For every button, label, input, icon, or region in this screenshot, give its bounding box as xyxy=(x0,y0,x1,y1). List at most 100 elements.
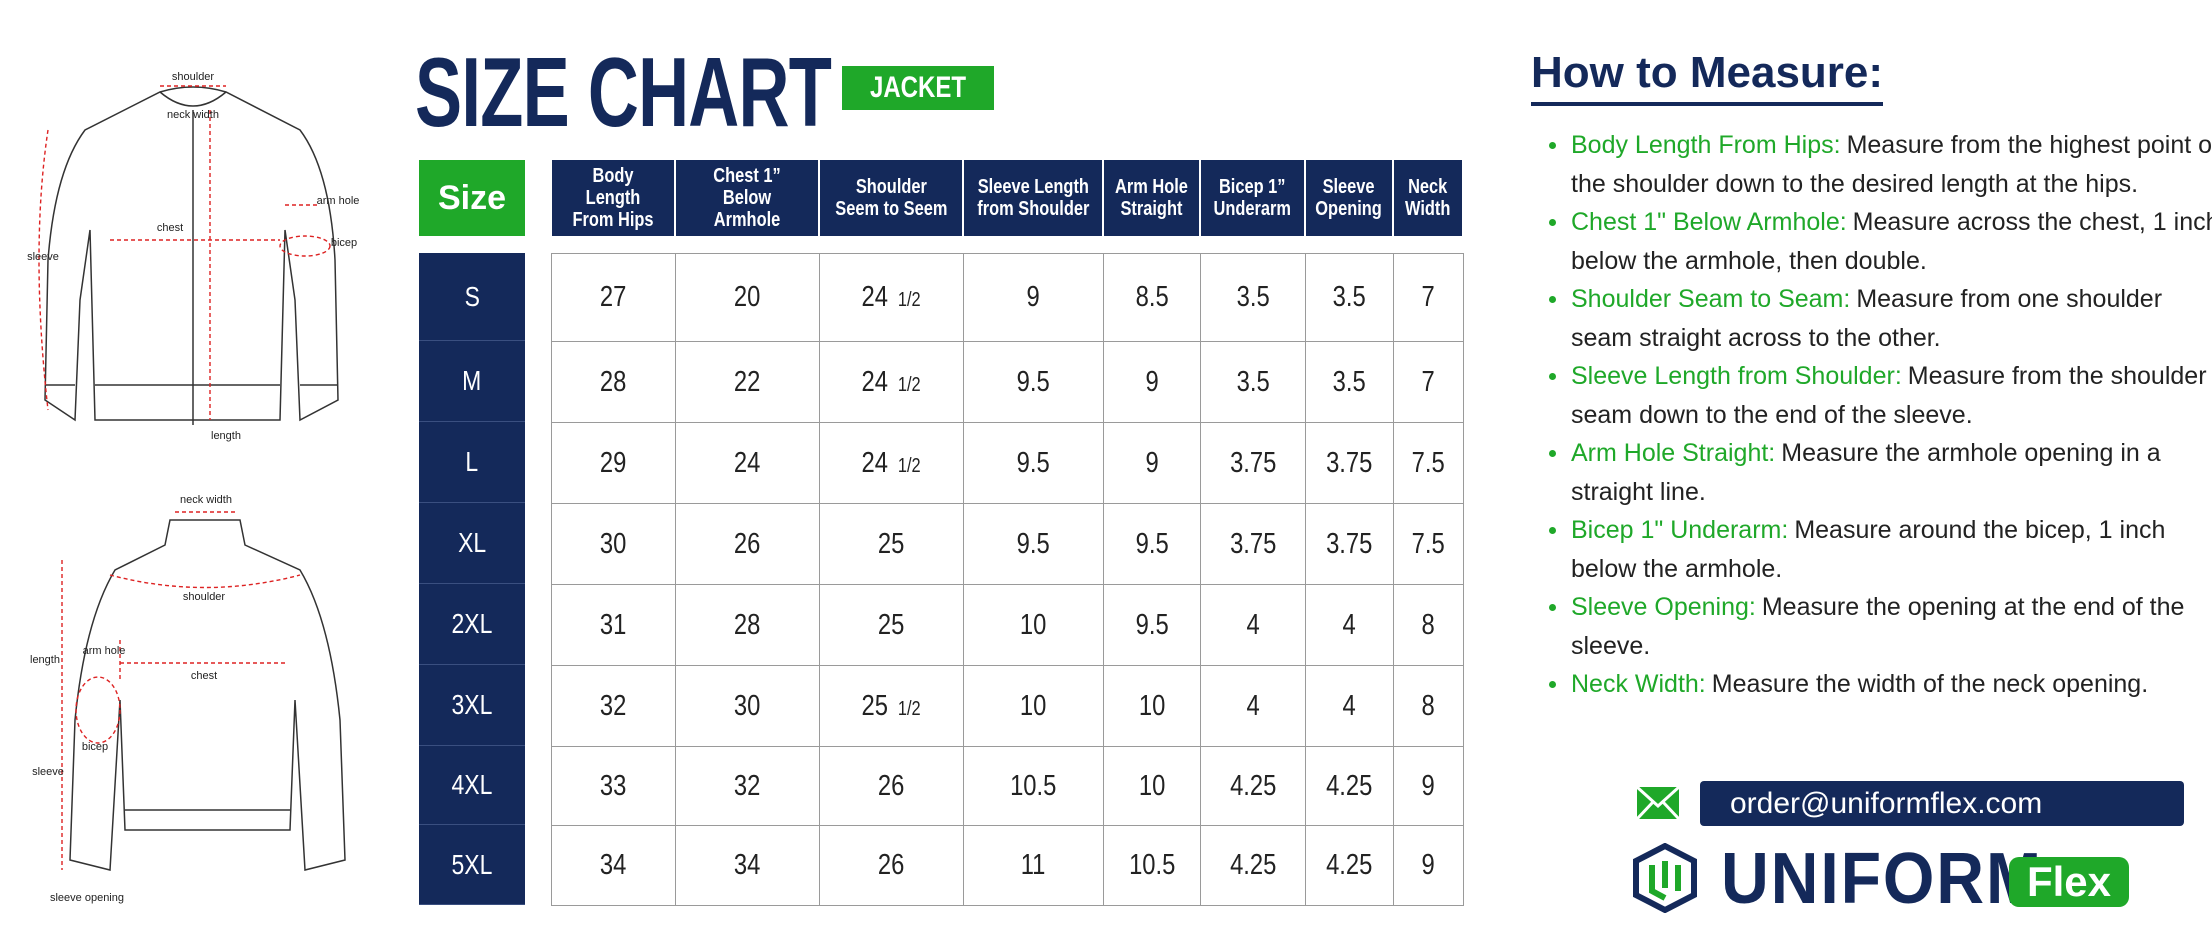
cell-text: 25 1/2 xyxy=(861,689,922,722)
diagram-label: sleeve xyxy=(27,251,59,263)
table-cell: 4.25 xyxy=(1305,746,1394,826)
cell-text: M xyxy=(462,365,482,396)
cell-text: 22 xyxy=(734,365,761,398)
table-cell: 3.5 xyxy=(1200,341,1306,423)
table-cell: 24 1/2 xyxy=(819,253,964,342)
table-cell: 9.5 xyxy=(963,341,1104,423)
how-item: Body Length From Hips: Measure from the h… xyxy=(1549,126,2212,203)
column-header: Sleeve Length from Shoulder xyxy=(964,160,1102,236)
size-header: Size xyxy=(419,160,525,236)
table-cell: 34 xyxy=(675,825,820,906)
cell-text: 11 xyxy=(1021,849,1046,881)
table-cell: 9 xyxy=(1103,422,1201,504)
column-header: Sleeve Opening xyxy=(1306,160,1392,236)
cell-text: 28 xyxy=(600,365,627,398)
table-cell: 4.25 xyxy=(1305,825,1394,906)
cell-text: 20 xyxy=(734,281,761,313)
diagram-label: neck width xyxy=(167,109,219,121)
cell-text: 7 xyxy=(1421,281,1436,313)
diagram-label: neck width xyxy=(180,494,232,506)
table-cell: 31 xyxy=(551,584,676,666)
cell-text: 3.75 xyxy=(1326,527,1373,560)
mail-icon xyxy=(1636,786,1680,820)
how-item: Arm Hole Straight: Measure the armhole op… xyxy=(1549,434,2212,511)
cell-text: 24 xyxy=(734,446,761,479)
size-cell: 4XL xyxy=(419,746,525,825)
diagram-label: chest xyxy=(191,670,217,682)
diagram-label: chest xyxy=(157,222,183,234)
column-header-text: Neck Width xyxy=(1405,176,1451,220)
table-cell: 24 1/2 xyxy=(819,341,964,423)
cell-text: 26 xyxy=(878,769,905,802)
cell-text: 10 xyxy=(1020,608,1047,641)
measure-lines-front xyxy=(38,85,331,420)
cell-text: 27 xyxy=(600,281,627,313)
cell-text: 4 xyxy=(1342,608,1357,641)
fraction: 1/2 xyxy=(898,454,922,477)
table-cell: 4.25 xyxy=(1200,825,1306,906)
table-cell: 30 xyxy=(675,665,820,747)
cell-text: 28 xyxy=(734,608,761,641)
cell-text: 10 xyxy=(1138,769,1166,802)
how-text: Measure the opening at the end of the sl… xyxy=(1571,593,2185,660)
size-cell: 5XL xyxy=(419,825,525,905)
cell-text: 24 1/2 xyxy=(861,281,922,313)
email[interactable]: order@uniformflex.com xyxy=(1700,781,2184,826)
how-text: Measure from the shoulder seam down to t… xyxy=(1571,362,2207,429)
cell-text: 3.5 xyxy=(1236,365,1270,398)
table-cell: 9.5 xyxy=(1103,584,1201,666)
table-cell: 10 xyxy=(963,584,1104,666)
diagram-label: arm hole xyxy=(83,645,126,657)
table-cell: 9.5 xyxy=(963,422,1104,504)
table-cell: 25 xyxy=(819,584,964,666)
cell-text: 10.5 xyxy=(1010,769,1057,802)
jacket-front xyxy=(44,86,339,425)
cell-text: 8 xyxy=(1421,689,1436,722)
cell-text: 7.5 xyxy=(1411,527,1446,560)
cell-text: XL xyxy=(457,527,487,558)
cell-text: 24 1/2 xyxy=(861,446,922,479)
column-header-text: Shoulder Seem to Seem xyxy=(834,176,948,220)
table-cell: 9.5 xyxy=(1103,503,1201,585)
column-header: Shoulder Seem to Seem xyxy=(820,160,962,236)
diagram-label: arm hole xyxy=(317,195,360,207)
cell-text: 9.5 xyxy=(1016,527,1051,560)
cell-text: 9.5 xyxy=(1016,446,1051,479)
table-cell: 4.25 xyxy=(1200,746,1306,826)
cell-text: 30 xyxy=(600,527,627,560)
cell-text: 32 xyxy=(734,769,761,802)
column-header-text: Chest 1” Below Armhole xyxy=(713,165,781,231)
table-cell: 9 xyxy=(1103,341,1201,423)
cell-text: 30 xyxy=(734,689,761,722)
size-cell: 3XL xyxy=(419,665,525,746)
measure-lines-back xyxy=(61,511,301,870)
how-term: Shoulder Seam to Seam: xyxy=(1571,285,1851,313)
table-cell: 32 xyxy=(675,746,820,826)
table-cell: 7 xyxy=(1393,253,1464,342)
cell-text: 3.5 xyxy=(1332,281,1367,313)
diagram-label: sleeve opening xyxy=(50,892,124,904)
cell-text: 26 xyxy=(878,849,905,881)
cell-text: 3XL xyxy=(451,689,493,720)
table-cell: 10 xyxy=(1103,746,1201,826)
cell-text: 4 xyxy=(1246,608,1260,641)
how-item: Sleeve Length from Shoulder: Measure from… xyxy=(1549,357,2212,434)
table-cell: 9 xyxy=(1393,825,1464,906)
diagram-label: sleeve xyxy=(32,766,64,778)
cell-text: 3.75 xyxy=(1229,527,1277,560)
column-header: Body Length From Hips xyxy=(552,160,674,236)
cell-text: 4.25 xyxy=(1229,769,1277,802)
table-cell: 25 xyxy=(819,503,964,585)
cell-text: 3.75 xyxy=(1326,446,1373,479)
cell-text: 2XL xyxy=(451,608,493,639)
how-term: Sleeve Length from Shoulder: xyxy=(1571,362,1902,390)
cell-text: 26 xyxy=(734,527,761,560)
column-header-text: Bicep 1” Underarm xyxy=(1213,176,1292,220)
badge: JACKET xyxy=(842,66,994,110)
column-header: Bicep 1” Underarm xyxy=(1201,160,1304,236)
how-item: Bicep 1" Underarm: Measure around the bic… xyxy=(1549,511,2212,588)
size-cell: 2XL xyxy=(419,584,525,665)
cell-text: 7.5 xyxy=(1411,446,1446,479)
table-cell: 11 xyxy=(963,825,1104,906)
